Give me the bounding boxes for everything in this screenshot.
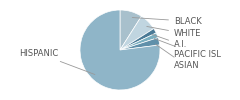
Wedge shape xyxy=(120,16,154,50)
Wedge shape xyxy=(120,38,160,50)
Text: HISPANIC: HISPANIC xyxy=(19,49,95,74)
Text: BLACK: BLACK xyxy=(132,17,202,26)
Text: ASIAN: ASIAN xyxy=(156,44,200,70)
Wedge shape xyxy=(120,10,141,50)
Text: WHITE: WHITE xyxy=(147,26,201,38)
Wedge shape xyxy=(120,33,158,50)
Text: A.I.: A.I. xyxy=(152,34,187,49)
Text: PACIFIC ISL: PACIFIC ISL xyxy=(154,38,221,59)
Wedge shape xyxy=(120,29,156,50)
Wedge shape xyxy=(80,10,160,90)
